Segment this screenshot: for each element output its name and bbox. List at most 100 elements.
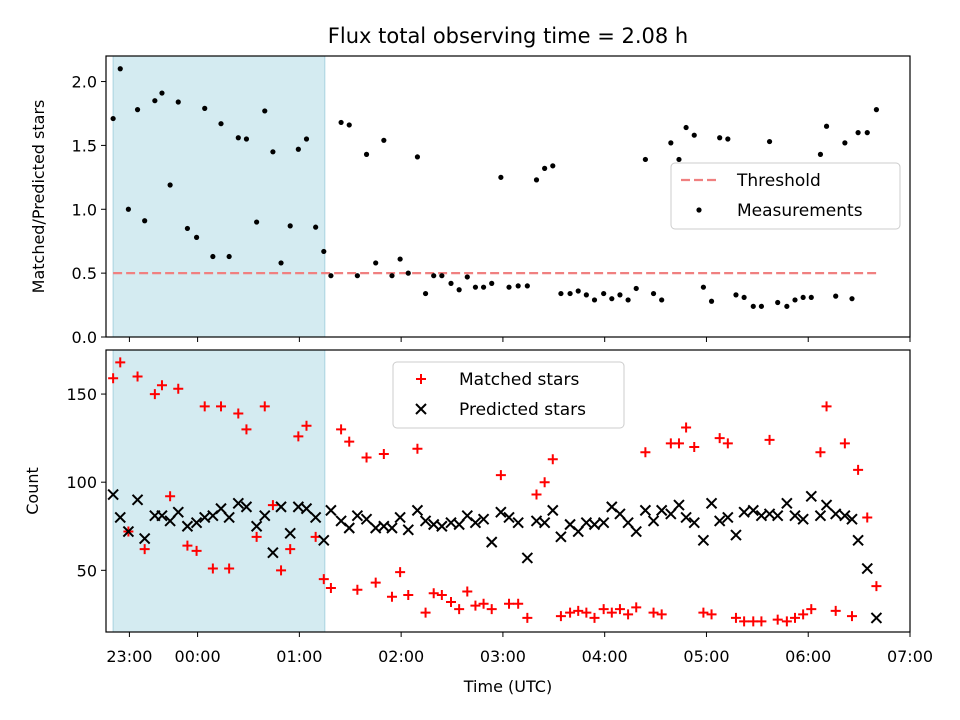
matched-stars-point	[191, 545, 202, 556]
predicted-stars-point	[284, 527, 296, 540]
matched-stars-point	[370, 577, 381, 588]
measurement-point	[184, 225, 191, 232]
measurement-point	[750, 303, 756, 309]
predicted-stars-point	[107, 488, 119, 501]
predicted-stars-point	[122, 525, 135, 538]
measurement-point	[633, 285, 639, 292]
predicted-stars-point	[538, 517, 551, 529]
measurement-point	[683, 124, 689, 131]
predicted-stars-point	[240, 501, 253, 513]
measurement-point	[741, 294, 747, 301]
measurement-point	[125, 206, 131, 212]
predicted-stars-point	[477, 513, 490, 525]
matched-stars-point	[378, 448, 389, 459]
measurement-point	[676, 156, 682, 163]
matched-stars-point	[598, 604, 609, 615]
predicted-stars-point	[555, 531, 567, 543]
matched-stars-point	[259, 401, 270, 412]
predicted-stars-point	[267, 546, 279, 559]
measurement-point	[808, 294, 814, 301]
measurement-point	[659, 297, 665, 303]
predicted-stars-point	[436, 520, 448, 532]
predicted-stars-point	[156, 509, 168, 522]
legend: Matched stars Predicted stars	[392, 361, 625, 429]
matched-stars-point	[233, 408, 244, 419]
top-panel: 0.0 0.5 1.0 1.5 2.0 Matched/Predicted stars Th…	[29, 55, 911, 347]
predicted-stars-point	[275, 501, 287, 513]
matched-stars-point	[428, 588, 439, 599]
predicted-stars-point	[622, 517, 634, 529]
measurement-point	[617, 292, 623, 298]
predicted-stars-point	[259, 509, 271, 522]
axes-frame	[105, 55, 911, 338]
measurement-point	[202, 105, 208, 111]
measurement-point	[506, 284, 512, 290]
matched-stars-point	[420, 607, 431, 618]
chart-title: Flux total observing time = 2.08 h	[328, 24, 688, 48]
y-tick-label: 100	[66, 473, 97, 492]
predicted-stars-point	[469, 517, 482, 529]
measurement-point	[303, 136, 310, 142]
matched-stars-point	[789, 612, 800, 623]
measurement-point	[422, 290, 429, 297]
predicted-stars-point	[190, 517, 203, 529]
predicted-stars-point	[164, 515, 176, 527]
measurement-point	[609, 296, 615, 302]
matched-stars-point	[325, 582, 336, 593]
matched-stars-point	[547, 454, 558, 465]
predicted-stars-point	[172, 506, 184, 518]
measurement-point	[489, 280, 495, 286]
predicted-stars-point	[697, 534, 710, 547]
matched-stars-point	[640, 447, 651, 458]
measurement-point	[668, 140, 674, 146]
measurement-point	[313, 224, 319, 230]
matched-stars-point	[132, 371, 143, 382]
measurement-point	[591, 297, 598, 303]
matched-stars-point	[301, 420, 312, 431]
measurement-point	[833, 293, 839, 299]
legend-label: Threshold	[736, 171, 821, 191]
predicted-stars-point	[705, 497, 718, 510]
measurement-point	[708, 298, 715, 304]
predicted-stars-point	[411, 504, 424, 517]
legend-box	[670, 162, 901, 230]
measurement-point	[725, 136, 731, 142]
x-tick-label: 07:00	[887, 647, 933, 666]
y-axis-label: Count	[23, 467, 42, 515]
x-tick-label: 02:00	[378, 647, 424, 666]
measurement-point	[464, 274, 470, 280]
matched-stars-point	[436, 589, 447, 600]
matched-stars-point	[386, 591, 397, 602]
predicted-stars-point	[351, 509, 364, 522]
measurement-point	[717, 135, 723, 141]
predicted-stars-point	[713, 515, 726, 527]
measurement-point	[784, 303, 790, 309]
matched-stars-point	[539, 477, 550, 488]
matched-stars-point	[224, 563, 235, 574]
matched-stars-point	[454, 604, 465, 615]
measurement-point	[243, 136, 250, 142]
measurement-point	[823, 123, 830, 129]
matched-stars-point	[522, 612, 533, 623]
measurement-point	[431, 273, 437, 279]
measurement-point	[448, 280, 454, 286]
matched-stars-point	[714, 433, 725, 444]
measurement-point	[515, 283, 521, 289]
measurement-point	[800, 294, 806, 301]
measurement-point	[542, 165, 548, 171]
measurement-point	[134, 107, 141, 113]
predicted-stars-point	[665, 508, 677, 520]
matched-stars-point	[648, 607, 659, 618]
measurement-point	[775, 299, 781, 306]
measurement-point	[278, 260, 284, 266]
predicted-stars-point	[820, 499, 833, 511]
measurement-point	[142, 218, 148, 224]
legend-label: Measurements	[737, 201, 863, 221]
matched-stars-point	[681, 422, 692, 433]
predicted-stars-point	[503, 511, 515, 524]
matched-stars-point	[318, 574, 329, 585]
matched-stars-point	[241, 424, 252, 435]
predicted-stars-point	[419, 515, 432, 527]
predicted-stars-point	[486, 536, 498, 548]
